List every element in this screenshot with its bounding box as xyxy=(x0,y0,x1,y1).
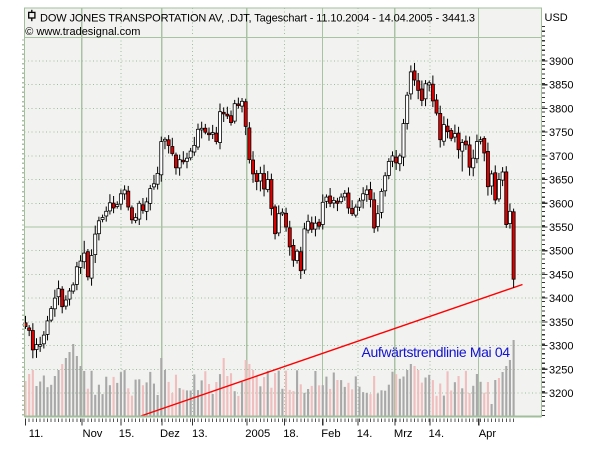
svg-text:3400: 3400 xyxy=(549,293,573,305)
svg-text:15.: 15. xyxy=(119,428,135,440)
svg-text:3900: 3900 xyxy=(549,56,573,68)
svg-text:3850: 3850 xyxy=(549,80,573,92)
svg-text:Aufwärtstrendlinie Mai 04: Aufwärtstrendlinie Mai 04 xyxy=(362,344,511,360)
svg-text:3750: 3750 xyxy=(549,127,573,139)
svg-text:3250: 3250 xyxy=(549,364,573,376)
svg-text:3450: 3450 xyxy=(549,269,573,281)
svg-text:2005: 2005 xyxy=(245,428,270,440)
svg-text:© www.tradesignal.com: © www.tradesignal.com xyxy=(25,26,140,38)
svg-text:Dez: Dez xyxy=(160,428,180,440)
svg-text:3550: 3550 xyxy=(549,222,573,234)
svg-text:18.: 18. xyxy=(283,428,299,440)
svg-text:Feb: Feb xyxy=(321,428,340,440)
svg-text:Nov: Nov xyxy=(83,428,103,440)
svg-text:14.: 14. xyxy=(429,428,445,440)
svg-text:3350: 3350 xyxy=(549,317,573,329)
svg-text:14.: 14. xyxy=(357,428,373,440)
svg-text:3700: 3700 xyxy=(549,151,573,163)
svg-text:3200: 3200 xyxy=(549,388,573,400)
svg-text:13.: 13. xyxy=(192,428,208,440)
svg-text:11.: 11. xyxy=(29,428,44,440)
svg-text:3300: 3300 xyxy=(549,341,573,353)
svg-text:3500: 3500 xyxy=(549,246,573,258)
svg-text:3650: 3650 xyxy=(549,175,573,187)
svg-text:DOW JONES TRANSPORTATION AV, .: DOW JONES TRANSPORTATION AV, .DJT, Tages… xyxy=(40,13,475,25)
svg-text:Apr: Apr xyxy=(479,428,497,440)
svg-text:3800: 3800 xyxy=(549,103,573,115)
svg-text:3600: 3600 xyxy=(549,198,573,210)
svg-text:Mrz: Mrz xyxy=(394,428,413,440)
svg-text:USD: USD xyxy=(545,12,568,24)
